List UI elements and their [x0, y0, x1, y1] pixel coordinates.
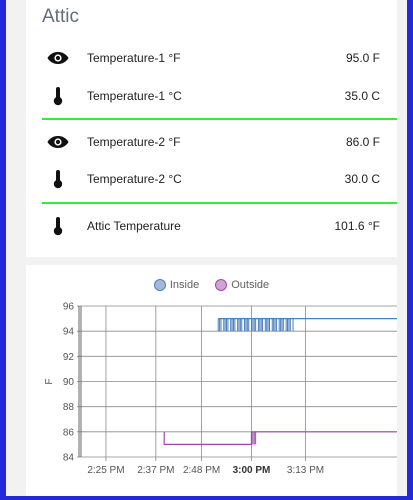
entity-value: 86.0 F	[345, 135, 380, 149]
entity-label: Temperature-2 °F	[87, 135, 181, 149]
entity-label: Temperature-1 °C	[87, 89, 182, 103]
y-tick-label: 96	[63, 302, 75, 313]
y-tick-label: 94	[63, 327, 75, 338]
x-tick-label: 2:48 PM	[183, 465, 220, 476]
entity-label: Temperature-2 °C	[87, 172, 182, 186]
y-tick-label: 86	[63, 427, 75, 438]
chart-legend: Inside Outside	[26, 279, 397, 291]
x-tick-label: 2:25 PM	[87, 465, 124, 476]
history-graph-card: Inside Outside 84 86 88 90 92 94 96 2:25 PM 2:37…	[26, 265, 397, 496]
entity-row-temperature-1-c[interactable]: Temperature-1 °C 35.0 C	[26, 81, 397, 111]
legend-label-outside: Outside	[231, 279, 270, 291]
x-tick-label: 3:00 PM	[233, 465, 271, 476]
entity-row-temperature-1-f[interactable]: Temperature-1 °F 95.0 F	[26, 43, 397, 73]
legend-swatch-inside	[153, 279, 166, 291]
thermometer-icon	[45, 166, 71, 192]
attic-entities-card: Attic Temperature-1 °F 95.0 F Temperatur…	[26, 0, 397, 257]
history-chart[interactable]: 84 86 88 90 92 94 96 2:25 PM 2:37 PM 2:48 PM 3:00 …	[26, 265, 397, 496]
entity-value: 95.0 F	[345, 51, 380, 65]
section-divider	[42, 202, 397, 204]
y-tick-label: 92	[63, 352, 75, 363]
thermometer-icon	[45, 83, 71, 109]
entity-value: 101.6 °F	[334, 219, 381, 233]
x-tick-label: 2:37 PM	[137, 465, 174, 476]
series-outside-line	[163, 431, 397, 445]
entity-row-temperature-2-c[interactable]: Temperature-2 °C 30.0 C	[26, 164, 397, 194]
entity-value: 35.0 C	[344, 89, 380, 103]
legend-swatch-outside	[215, 279, 228, 291]
y-axis-label: F	[44, 378, 55, 384]
card-title: Attic	[42, 6, 79, 27]
thermometer-icon	[45, 213, 71, 239]
legend-item-inside[interactable]: Inside	[153, 279, 200, 291]
x-tick-label: 3:13 PM	[287, 465, 324, 476]
y-tick-label: 88	[63, 402, 75, 413]
eye-icon	[45, 45, 71, 71]
entity-row-attic-temperature[interactable]: Attic Temperature 101.6 °F	[26, 211, 397, 241]
entity-value: 30.0 C	[344, 172, 380, 186]
legend-item-outside[interactable]: Outside	[215, 279, 269, 291]
section-divider	[42, 118, 397, 120]
entity-row-temperature-2-f[interactable]: Temperature-2 °F 86.0 F	[26, 127, 397, 157]
legend-label-inside: Inside	[169, 279, 200, 291]
y-tick-label: 84	[63, 453, 75, 464]
entity-label: Attic Temperature	[87, 219, 181, 233]
eye-icon	[45, 129, 71, 155]
y-tick-label: 90	[63, 377, 75, 388]
entity-label: Temperature-1 °F	[87, 51, 181, 65]
